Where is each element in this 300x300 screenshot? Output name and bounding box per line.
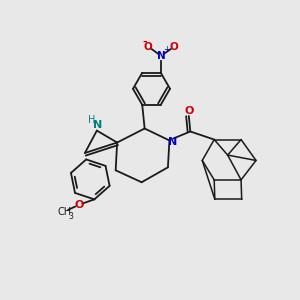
Text: N: N (157, 51, 166, 61)
Text: CH: CH (57, 207, 71, 217)
Text: N: N (168, 137, 178, 147)
Text: +: + (163, 45, 170, 54)
Text: H: H (88, 115, 95, 125)
Text: -: - (142, 37, 147, 47)
Text: O: O (184, 106, 194, 116)
Text: N: N (93, 120, 102, 130)
Text: O: O (74, 200, 83, 210)
Text: 3: 3 (69, 212, 74, 221)
Text: O: O (144, 42, 153, 52)
Text: O: O (170, 42, 178, 52)
